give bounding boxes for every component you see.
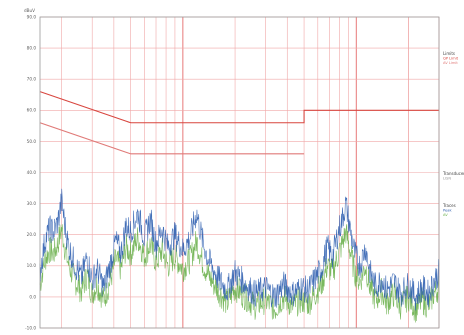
legend-item: QP Limit: [443, 57, 459, 61]
y-tick-label: 0.0: [29, 294, 36, 299]
plot-frame: [39, 16, 440, 329]
y-tick-label: 10.0: [27, 263, 37, 268]
y-tick-label: 50.0: [27, 139, 37, 144]
y-tick-label: 80.0: [27, 46, 37, 51]
legend-item: AV Limit: [443, 61, 458, 65]
y-tick-labels: 90.0 80.0 70.0 60.0 50.0 40.0 30.0 20.0 10.0 0.0 -…: [25, 14, 36, 330]
legend-title: Transducer: [442, 171, 464, 176]
y-tick-label: 40.0: [27, 170, 37, 175]
y-unit-label: dBuV: [24, 8, 35, 13]
legend-item: AV: [443, 213, 448, 217]
limit-line: [39, 122, 305, 155]
data-series: [39, 188, 440, 323]
series-trace: [39, 188, 440, 311]
legend-title: Traces: [442, 203, 456, 208]
y-tick-label: 90.0: [27, 14, 37, 19]
legend-item: Peak: [443, 209, 452, 213]
limit-line: [39, 91, 439, 124]
y-tick-label: 20.0: [27, 232, 37, 237]
y-tick-label: 60.0: [27, 108, 37, 113]
limit-lines: [39, 91, 439, 155]
legend-title: Limits: [443, 51, 455, 56]
y-tick-label: -10.0: [25, 325, 36, 330]
legend-item: LISN: [443, 177, 451, 181]
y-tick-label: 30.0: [27, 201, 37, 206]
y-tick-label: 70.0: [27, 77, 37, 82]
